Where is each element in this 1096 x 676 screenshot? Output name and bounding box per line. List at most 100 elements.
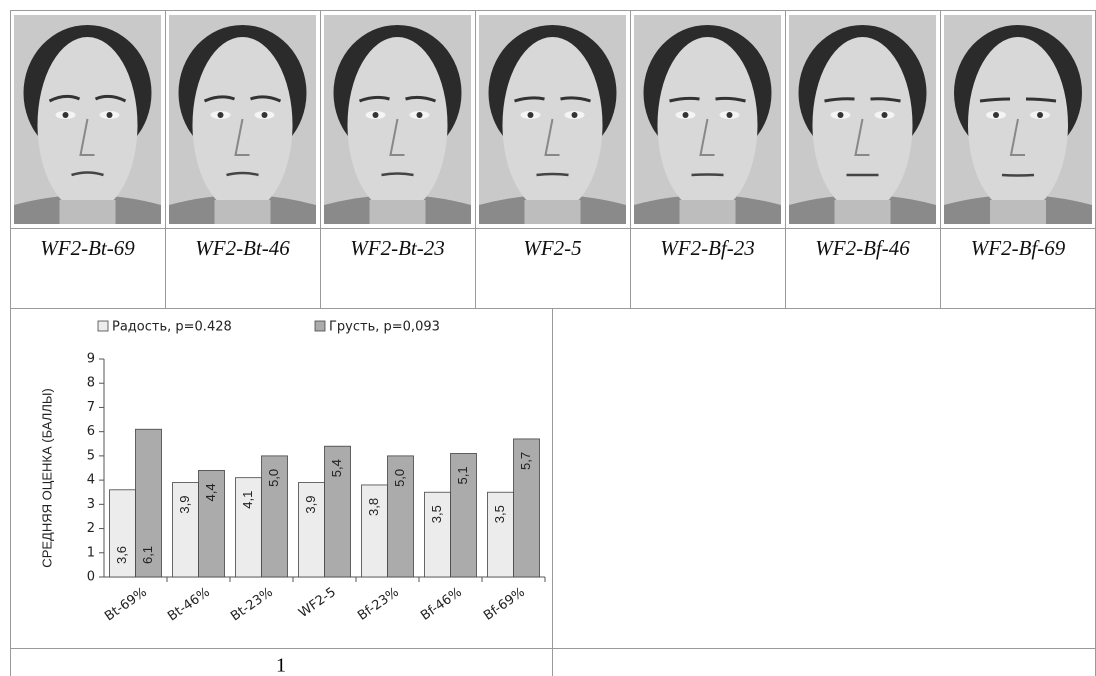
- neck: [524, 200, 581, 224]
- nose: [79, 118, 95, 156]
- neck: [679, 200, 736, 224]
- value-label: 3,6: [114, 546, 129, 564]
- face: [968, 37, 1068, 213]
- face-photo: [169, 15, 316, 224]
- x-tick-label: Bf-69%: [481, 585, 528, 624]
- brow: [715, 96, 746, 103]
- y-axis-title: СРЕДНЯЯ ОЦЕНКА (БАЛЛЫ): [39, 388, 54, 567]
- image-label: WF2-Bt-23: [350, 236, 444, 260]
- value-label: 3,9: [177, 495, 192, 513]
- y-tick-label: 6: [87, 424, 95, 439]
- brow: [358, 95, 390, 103]
- x-tick-label: Bf-46%: [418, 585, 465, 624]
- value-label: 5,1: [455, 466, 470, 484]
- face-photo: [634, 15, 781, 224]
- pupil: [62, 112, 69, 118]
- mouth: [1001, 173, 1035, 177]
- value-label: 5,0: [392, 469, 407, 487]
- x-tick-label: WF2-5: [296, 585, 339, 621]
- image-label: WF2-Bt-46: [195, 236, 290, 260]
- nose: [699, 118, 715, 156]
- pupil: [682, 112, 689, 118]
- neck: [59, 200, 116, 224]
- nose: [854, 118, 870, 156]
- y-tick-label: 3: [87, 497, 95, 512]
- face: [192, 37, 293, 213]
- face: [657, 37, 758, 213]
- neck: [214, 200, 271, 224]
- bar: [261, 455, 288, 578]
- y-tick-label: 5: [87, 448, 95, 463]
- value-label: 6,1: [140, 546, 155, 564]
- legend-swatch: [314, 320, 326, 332]
- y-tick-label: 0: [87, 570, 95, 585]
- mouth: [691, 173, 724, 177]
- neck: [990, 200, 1046, 224]
- y-tick-label: 4: [87, 473, 95, 488]
- x-tick-label: Bt-23%: [228, 585, 276, 625]
- bar: [361, 484, 388, 578]
- brow: [48, 94, 81, 103]
- image-label: WF2-Bf-23: [660, 236, 754, 260]
- value-label: 3,5: [492, 505, 507, 523]
- bar: [487, 491, 514, 578]
- pupil: [993, 112, 999, 118]
- image-label: WF2-Bf-69: [971, 236, 1066, 260]
- legend-label: Радость, p=0.428: [112, 320, 232, 335]
- mouth: [71, 171, 104, 177]
- y-tick-label: 2: [87, 521, 95, 536]
- face-photo: [324, 15, 471, 224]
- pupil: [416, 112, 423, 118]
- mouth: [536, 172, 569, 177]
- face-photo: [944, 15, 1092, 224]
- face: [812, 37, 913, 213]
- mouth: [226, 171, 259, 177]
- value-label: 5,4: [329, 459, 344, 477]
- pupil: [372, 112, 379, 118]
- image-label: WF2-Bt-69: [40, 236, 135, 260]
- brow: [979, 97, 1011, 103]
- y-tick-label: 8: [87, 376, 95, 391]
- bar: [387, 455, 414, 578]
- neck: [369, 200, 426, 224]
- nose: [1009, 118, 1025, 156]
- y-tick-label: 9: [87, 352, 95, 367]
- brow: [560, 96, 591, 103]
- bar: [235, 477, 262, 578]
- face: [37, 37, 138, 213]
- x-tick-label: Bt-46%: [165, 585, 213, 625]
- brow: [870, 97, 901, 103]
- bar: [324, 445, 351, 578]
- value-label: 3,9: [303, 495, 318, 513]
- brow: [514, 96, 545, 103]
- face-photo: [789, 15, 936, 224]
- value-label: 4,4: [203, 483, 218, 501]
- bar: [450, 453, 477, 578]
- figure-number: 1: [276, 655, 286, 676]
- bar: [298, 482, 325, 578]
- image-label: WF2-Bf-46: [815, 236, 910, 260]
- brow: [824, 97, 855, 103]
- brow: [249, 95, 282, 103]
- nose: [544, 118, 560, 156]
- face-photo: [479, 15, 626, 224]
- brow: [203, 95, 236, 103]
- bar: [135, 428, 162, 578]
- brow: [405, 95, 437, 103]
- mouth: [381, 172, 414, 177]
- pupil: [726, 112, 733, 118]
- value-label: 3,5: [429, 505, 444, 523]
- pupil: [881, 112, 888, 118]
- brow: [1025, 97, 1057, 103]
- brow: [94, 94, 127, 103]
- face-photo: [14, 15, 161, 224]
- brow: [669, 96, 700, 103]
- value-label: 5,7: [518, 452, 533, 470]
- x-tick-label: Bf-23%: [355, 585, 402, 624]
- pupil: [217, 112, 224, 118]
- pupil: [106, 112, 113, 118]
- pupil: [261, 112, 268, 118]
- y-tick-label: 1: [87, 545, 95, 560]
- bar: [109, 489, 136, 578]
